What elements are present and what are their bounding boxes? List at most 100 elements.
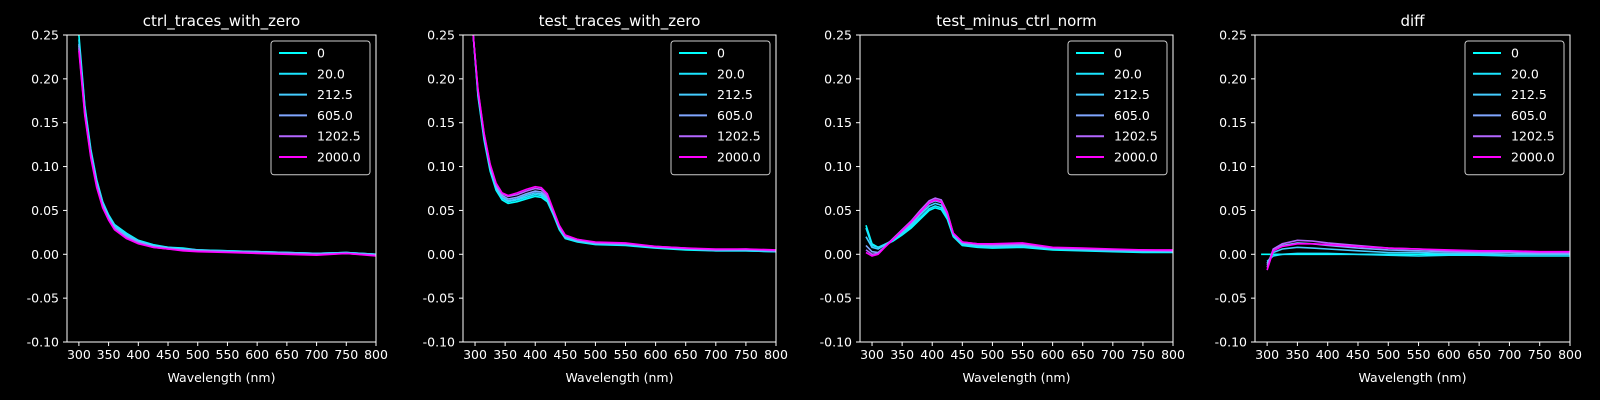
y-tick-label: 0.00 xyxy=(1219,247,1247,262)
x-tick-label: 450 xyxy=(156,347,180,362)
y-tick-label: 0.00 xyxy=(427,247,455,262)
legend-label: 605.0 xyxy=(1511,108,1547,123)
x-tick-label: 350 xyxy=(493,347,517,362)
x-tick-label: 800 xyxy=(1161,347,1185,362)
y-tick-label: 0.25 xyxy=(1219,28,1247,43)
x-tick-label: 300 xyxy=(1255,347,1279,362)
x-tick-label: 300 xyxy=(67,347,91,362)
x-tick-label: 400 xyxy=(523,347,547,362)
x-tick-label: 700 xyxy=(1101,347,1125,362)
x-tick-label: 800 xyxy=(364,347,388,362)
axes-frame xyxy=(859,34,1174,343)
chart-panel: 0.25 0.20 0.15 0.10 0.05 0.00 -0.05 -0.10 300 350… xyxy=(27,12,388,385)
y-tick-label: 0.20 xyxy=(427,71,455,86)
x-tick-label: 700 xyxy=(704,347,728,362)
x-tick-label: 500 xyxy=(980,347,1004,362)
y-tick-label: 0.05 xyxy=(1219,203,1247,218)
legend-label: 212.5 xyxy=(1114,87,1150,102)
legend-label: 1202.5 xyxy=(717,129,761,144)
y-tick-label: 0.25 xyxy=(824,28,852,43)
y-tick-label: 0.25 xyxy=(31,28,59,43)
chart-panel: 0.25 0.20 0.15 0.10 0.05 0.00 -0.05 -0.10 300 350… xyxy=(820,12,1185,385)
y-tick-label: 0.05 xyxy=(31,203,59,218)
legend-label: 1202.5 xyxy=(1511,129,1555,144)
y-tick-label: 0.05 xyxy=(427,203,455,218)
series-lines xyxy=(1261,239,1570,271)
legend-label: 1202.5 xyxy=(317,129,361,144)
chart-title: test_minus_ctrl_norm xyxy=(936,12,1097,31)
x-tick-label: 600 xyxy=(1041,347,1065,362)
x-tick-label: 300 xyxy=(463,347,487,362)
series-line xyxy=(472,35,776,251)
y-tick-label: -0.10 xyxy=(423,335,455,350)
x-tick-label: 650 xyxy=(275,347,299,362)
chart-title: ctrl_traces_with_zero xyxy=(143,12,300,31)
legend-label: 605.0 xyxy=(317,108,353,123)
y-tick-label: -0.10 xyxy=(27,335,59,350)
legend-label: 0 xyxy=(717,46,725,61)
x-tick-label: 350 xyxy=(1285,347,1309,362)
legend-label: 20.0 xyxy=(717,66,745,81)
y-tick-label: -0.05 xyxy=(1215,291,1247,306)
x-tick-label: 450 xyxy=(1346,347,1370,362)
x-axis-label: Wavelength (nm) xyxy=(168,370,276,385)
series-line xyxy=(78,50,376,257)
y-tick-label: 0.20 xyxy=(31,71,59,86)
x-tick-label: 450 xyxy=(950,347,974,362)
axes-frame xyxy=(66,34,377,343)
x-tick-label: 350 xyxy=(97,347,121,362)
x-tick-label: 400 xyxy=(920,347,944,362)
series-line xyxy=(1266,252,1570,262)
x-tick-label: 550 xyxy=(1407,347,1431,362)
x-tick-label: 700 xyxy=(305,347,329,362)
legend-label: 605.0 xyxy=(717,108,753,123)
legend-label: 0 xyxy=(1114,46,1122,61)
x-tick-label: 400 xyxy=(1316,347,1340,362)
y-tick-label: 0.10 xyxy=(824,159,852,174)
legend: 0 20.0 212.5 605.0 1202.5 2000.0 xyxy=(1464,40,1565,176)
x-tick-label: 500 xyxy=(583,347,607,362)
x-tick-label: 450 xyxy=(553,347,577,362)
x-tick-label: 400 xyxy=(126,347,150,362)
x-tick-label: 500 xyxy=(186,347,210,362)
series-lines xyxy=(472,35,776,253)
x-tick-label: 650 xyxy=(1467,347,1491,362)
x-tick-label: 750 xyxy=(734,347,758,362)
y-tick-label: 0.10 xyxy=(427,159,455,174)
legend-label: 0 xyxy=(317,46,325,61)
legend-label: 2000.0 xyxy=(1114,150,1158,165)
legend: 0 20.0 212.5 605.0 1202.5 2000.0 xyxy=(670,40,771,176)
legend-label: 2000.0 xyxy=(317,150,361,165)
x-tick-label: 800 xyxy=(764,347,788,362)
legend-label: 1202.5 xyxy=(1114,129,1158,144)
y-tick-label: 0.10 xyxy=(31,159,59,174)
legend-label: 2000.0 xyxy=(1511,150,1555,165)
y-tick-label: 0.20 xyxy=(824,71,852,86)
y-tick-label: 0.15 xyxy=(31,115,59,130)
legend-label: 212.5 xyxy=(317,87,353,102)
x-tick-label: 350 xyxy=(890,347,914,362)
legend-label: 605.0 xyxy=(1114,108,1150,123)
series-line xyxy=(1266,246,1570,264)
legend-label: 212.5 xyxy=(1511,87,1547,102)
legend-label: 2000.0 xyxy=(717,150,761,165)
y-tick-label: 0.10 xyxy=(1219,159,1247,174)
legend-label: 212.5 xyxy=(717,87,753,102)
x-tick-label: 550 xyxy=(1011,347,1035,362)
x-tick-label: 550 xyxy=(216,347,240,362)
axes-frame xyxy=(462,34,777,343)
y-tick-label: -0.10 xyxy=(820,335,852,350)
legend-label: 0 xyxy=(1511,46,1519,61)
y-tick-label: -0.05 xyxy=(423,291,455,306)
y-tick-label: 0.15 xyxy=(427,115,455,130)
x-axis-label: Wavelength (nm) xyxy=(566,370,674,385)
series-line xyxy=(1266,243,1570,271)
y-tick-label: 0.00 xyxy=(31,247,59,262)
chart-title: diff xyxy=(1400,12,1425,30)
x-tick-label: 750 xyxy=(1131,347,1155,362)
y-tick-label: 0.05 xyxy=(824,203,852,218)
series-lines xyxy=(865,197,1173,257)
legend-label: 20.0 xyxy=(317,66,345,81)
